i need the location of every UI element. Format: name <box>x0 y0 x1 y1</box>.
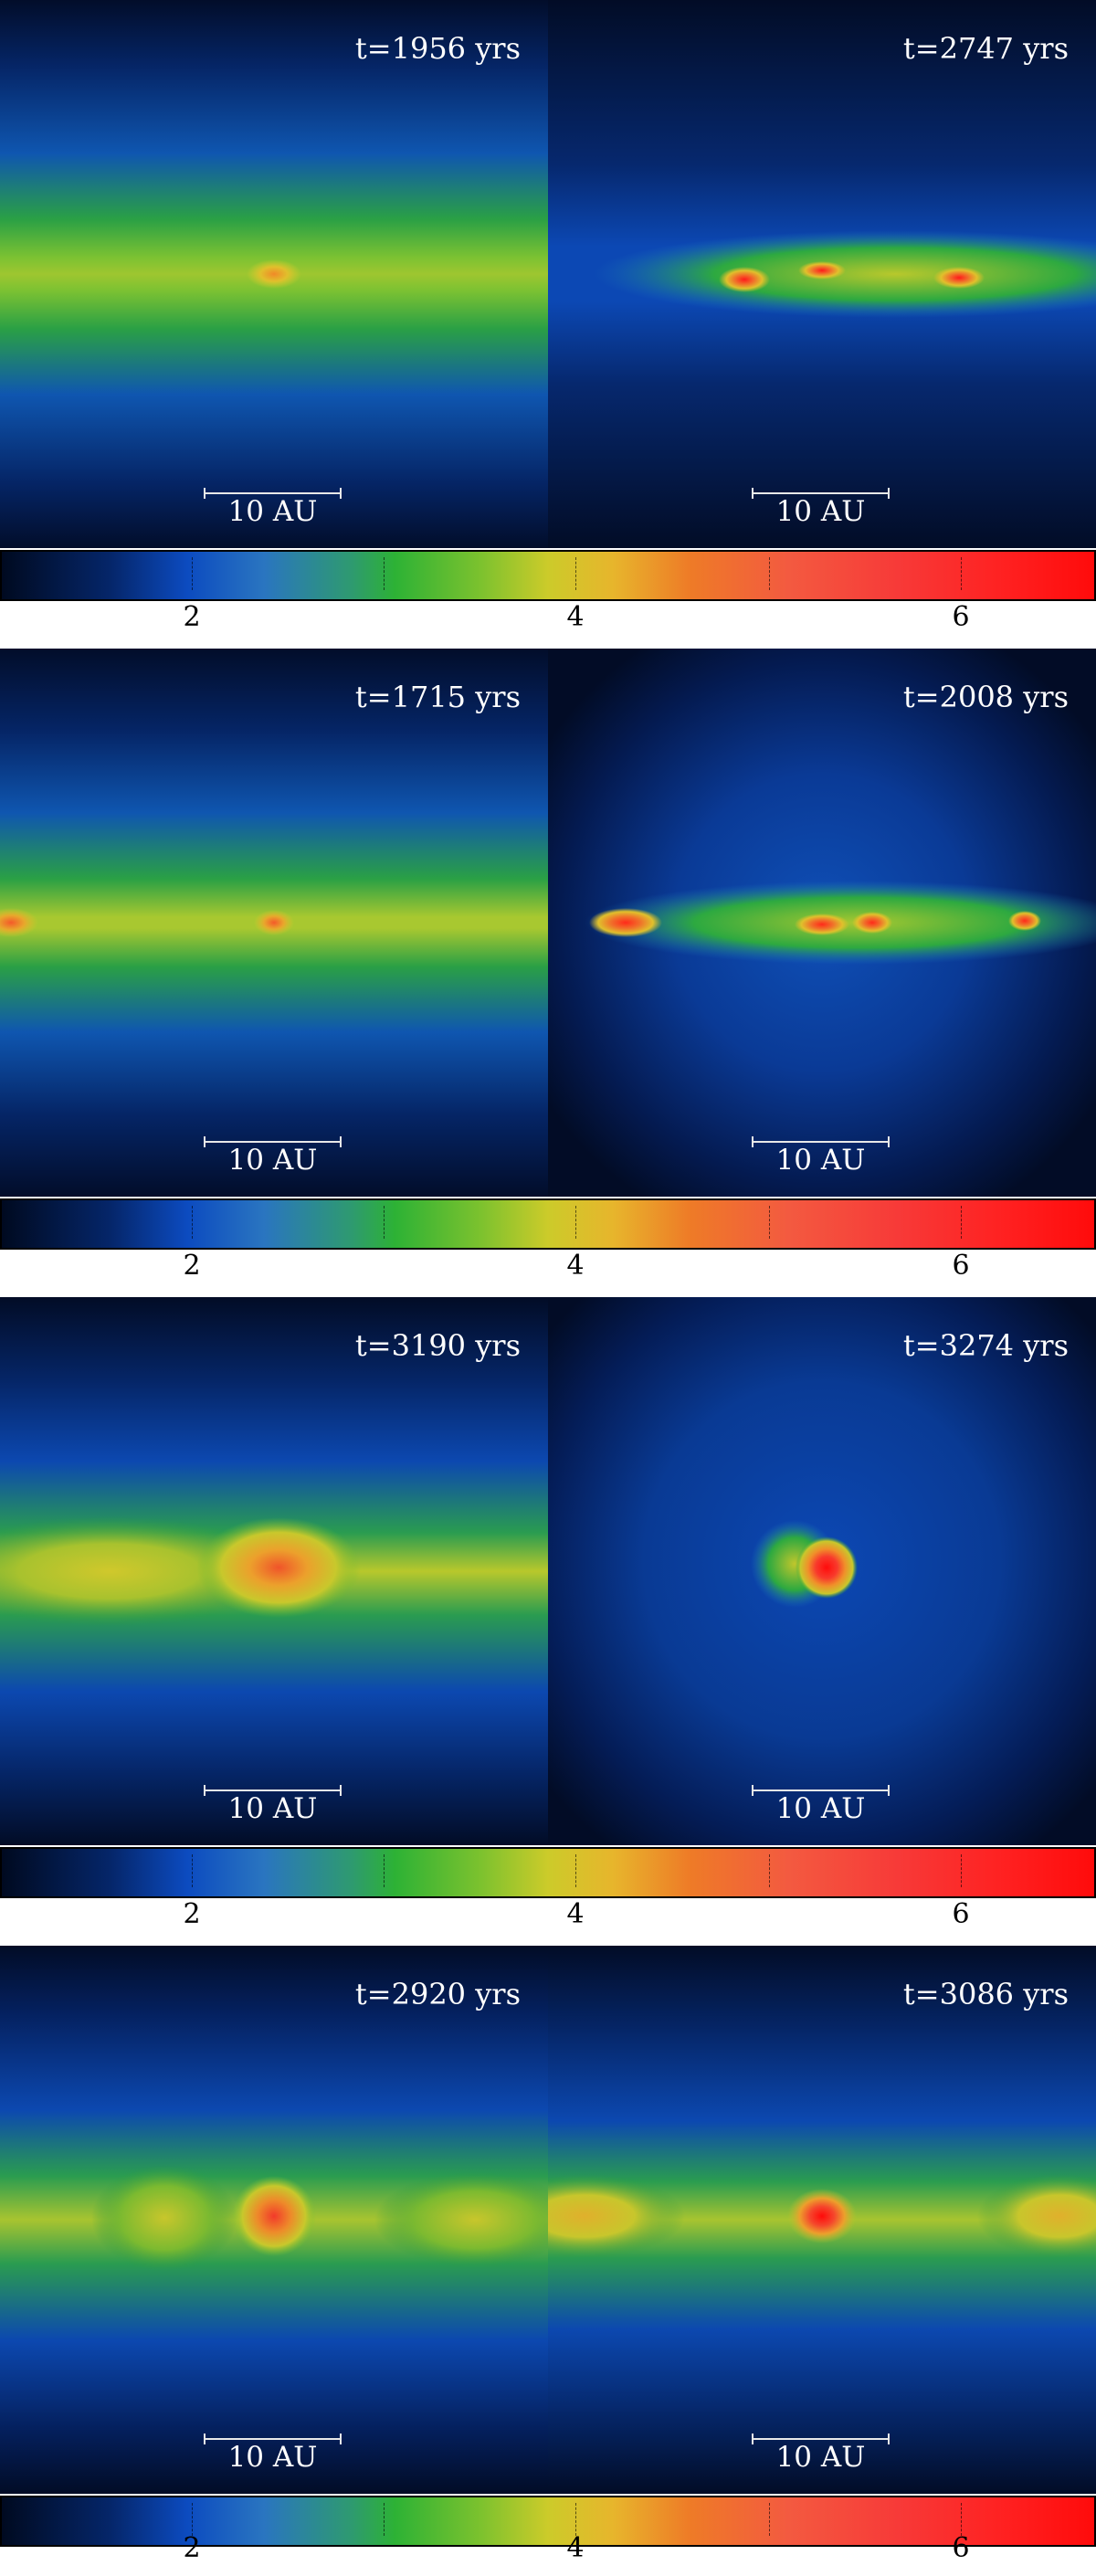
colorbar <box>0 2496 1096 2547</box>
density-map <box>0 1297 548 1845</box>
colorbar-tick-labels: 2 4 6 <box>0 1896 1096 1942</box>
density-map <box>548 1946 1096 2494</box>
density-map <box>0 649 548 1197</box>
colorbar-label: 2 <box>183 1250 201 1282</box>
colorbar-tick <box>575 2503 577 2536</box>
density-panel-left: t=2920 yrs 10 AU <box>0 1946 548 2494</box>
scale-bar <box>204 2433 342 2444</box>
time-label: t=2920 yrs <box>354 1977 521 2011</box>
colorbar-label: 6 <box>952 1898 970 1930</box>
time-label: t=3190 yrs <box>354 1328 521 1363</box>
density-panel-left: t=1715 yrs 10 AU <box>0 649 548 1197</box>
colorbar <box>0 550 1096 601</box>
density-map <box>548 649 1096 1197</box>
figure-row-1: t=1956 yrs 10 AU t=2 <box>0 0 1096 639</box>
colorbar-tick <box>384 1854 385 1887</box>
scale-bar <box>752 1136 890 1147</box>
scale-bar-label: 10 AU <box>227 2441 318 2474</box>
density-panel-right: t=3086 yrs 10 AU <box>548 1946 1096 2494</box>
time-label: t=1715 yrs <box>354 680 521 714</box>
colorbar-label: 6 <box>952 601 970 633</box>
scale-bar-label: 10 AU <box>775 1792 866 1825</box>
colorbar-tick <box>575 557 577 590</box>
density-map <box>0 0 548 548</box>
colorbar-tick <box>769 2503 771 2536</box>
density-panel-right: t=2008 yrs 10 AU <box>548 649 1096 1197</box>
time-label: t=2747 yrs <box>902 31 1069 66</box>
colorbar-tick <box>769 557 771 590</box>
density-panel-left: t=3190 yrs 10 AU <box>0 1297 548 1845</box>
colorbar-gradient <box>0 550 1096 601</box>
scale-bar-label: 10 AU <box>227 1792 318 1825</box>
density-map <box>548 1297 1096 1845</box>
time-label: t=1956 yrs <box>354 31 521 66</box>
colorbar-label: 6 <box>952 2532 970 2564</box>
figure-row-4: t=2920 yrs 10 AU <box>0 1946 1096 2565</box>
colorbar-tick <box>192 1854 194 1887</box>
density-panel-left: t=1956 yrs 10 AU <box>0 0 548 548</box>
colorbar-label: 2 <box>183 2532 201 2564</box>
figure-row-3: t=3190 yrs 10 AU t=3274 yrs 10 AU <box>0 1297 1096 1937</box>
colorbar-tick <box>575 1854 577 1887</box>
density-panel-right: t=2747 yrs 10 AU <box>548 0 1096 548</box>
colorbar-tick <box>575 1206 577 1239</box>
colorbar-tick <box>961 2503 963 2536</box>
time-label: t=2008 yrs <box>902 680 1069 714</box>
colorbar-tick <box>769 1206 771 1239</box>
density-panel-right: t=3274 yrs 10 AU <box>548 1297 1096 1845</box>
colorbar-label: 4 <box>566 1898 585 1930</box>
colorbar-label: 6 <box>952 1250 970 1282</box>
time-label: t=3086 yrs <box>902 1977 1069 2011</box>
colorbar-tick <box>384 2503 385 2536</box>
colorbar-tick <box>961 1206 963 1239</box>
colorbar-tick <box>192 1206 194 1239</box>
scale-bar <box>204 1785 342 1796</box>
colorbar-label: 2 <box>183 601 201 633</box>
colorbar-tick-labels: 2 4 6 <box>0 2530 1096 2576</box>
colorbar-tick <box>961 1854 963 1887</box>
density-map <box>0 1946 548 2494</box>
scale-bar-label: 10 AU <box>775 1144 866 1177</box>
scale-bar-label: 10 AU <box>227 495 318 528</box>
scale-bar <box>204 488 342 499</box>
colorbar-tick <box>384 557 385 590</box>
colorbar-gradient <box>0 2496 1096 2547</box>
colorbar <box>0 1847 1096 1898</box>
figure-row-2: t=1715 yrs 10 AU t=2008 yrs <box>0 649 1096 1288</box>
colorbar-label: 4 <box>566 601 585 633</box>
colorbar-tick <box>961 557 963 590</box>
colorbar-tick <box>192 557 194 590</box>
colorbar-tick-labels: 2 4 6 <box>0 1248 1096 1293</box>
colorbar <box>0 1198 1096 1250</box>
scale-bar-label: 10 AU <box>227 1144 318 1177</box>
scale-bar <box>752 2433 890 2444</box>
colorbar-label: 4 <box>566 1250 585 1282</box>
colorbar-label: 2 <box>183 1898 201 1930</box>
density-map <box>548 0 1096 548</box>
scale-bar-label: 10 AU <box>775 495 866 528</box>
scale-bar <box>204 1136 342 1147</box>
scale-bar-label: 10 AU <box>775 2441 866 2474</box>
colorbar-tick <box>384 1206 385 1239</box>
colorbar-gradient <box>0 1847 1096 1898</box>
time-label: t=3274 yrs <box>902 1328 1069 1363</box>
scale-bar <box>752 488 890 499</box>
scale-bar <box>752 1785 890 1796</box>
colorbar-tick <box>769 1854 771 1887</box>
colorbar-tick <box>192 2503 194 2536</box>
colorbar-gradient <box>0 1198 1096 1250</box>
colorbar-label: 4 <box>566 2532 585 2564</box>
colorbar-tick-labels: 2 4 6 <box>0 599 1096 645</box>
